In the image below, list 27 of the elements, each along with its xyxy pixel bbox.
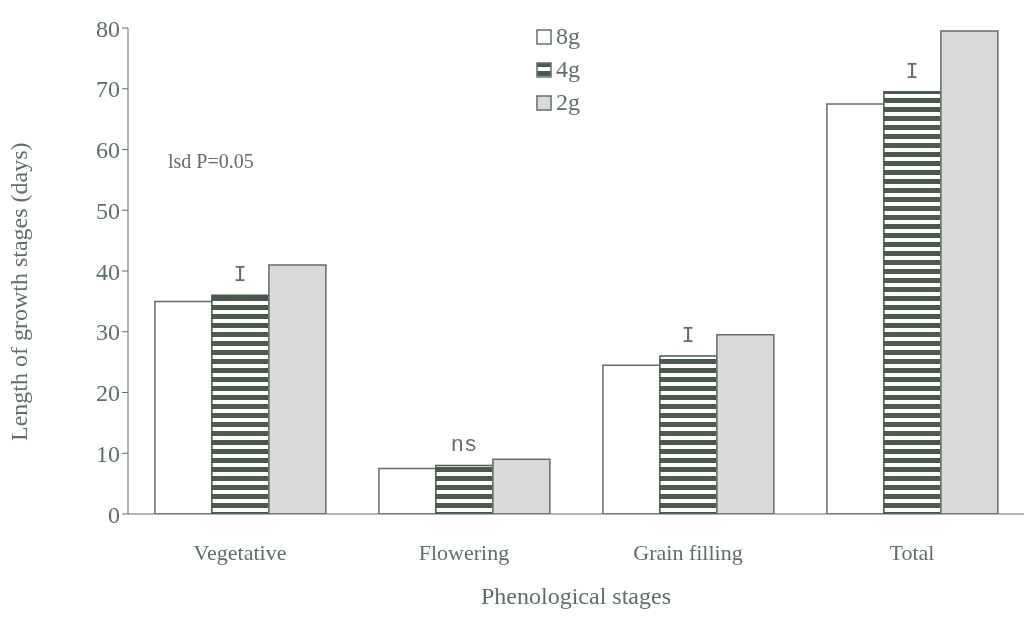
y-tick-label: 20: [96, 380, 120, 407]
y-tick-label: 80: [96, 15, 120, 42]
bar: [435, 464, 494, 514]
legend-label: 4g: [556, 56, 580, 83]
bar: [659, 355, 718, 514]
legend-label: 8g: [556, 23, 580, 50]
x-tick-label: Flowering: [418, 539, 510, 565]
y-tick-label: 70: [96, 76, 120, 103]
annotation: I: [905, 59, 919, 85]
y-tick-label: 10: [96, 440, 120, 467]
bar: [883, 91, 942, 514]
annotation: I: [233, 263, 247, 289]
legend-label: 2g: [556, 89, 580, 116]
x-axis-title: Phenological stages: [481, 583, 671, 609]
y-axis-title: Length of growth stages (days): [5, 142, 32, 441]
x-tick-label: Vegetative: [193, 539, 287, 565]
y-tick-label: 40: [96, 258, 120, 285]
y-tick-label: 30: [96, 319, 120, 346]
y-tick-label: 60: [96, 137, 120, 164]
y-tick-label: 0: [108, 501, 120, 528]
annotation: ns: [450, 433, 478, 459]
annotation: I: [681, 324, 695, 350]
x-tick-label: Total: [889, 539, 935, 565]
x-tick-label: Grain filling: [633, 539, 743, 565]
y-tick-label: 50: [96, 197, 120, 224]
annotation: lsd P=0.05: [168, 150, 254, 173]
bar: [211, 294, 270, 514]
